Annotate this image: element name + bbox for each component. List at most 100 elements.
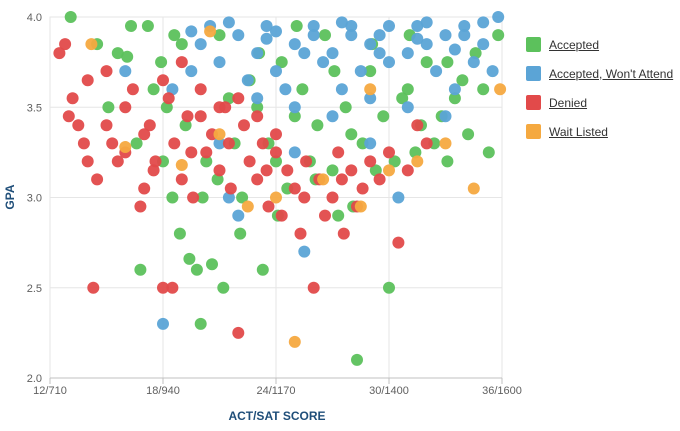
data-point bbox=[288, 146, 301, 159]
data-point bbox=[66, 92, 79, 105]
data-point bbox=[106, 137, 119, 150]
data-point bbox=[270, 65, 282, 78]
data-point bbox=[373, 47, 386, 60]
data-point bbox=[138, 128, 151, 141]
data-point bbox=[270, 146, 282, 159]
data-point bbox=[119, 65, 132, 78]
data-point bbox=[448, 92, 461, 105]
data-point bbox=[175, 38, 188, 51]
legend-swatch bbox=[526, 95, 541, 110]
legend-item[interactable]: Accepted, Won't Attend bbox=[526, 59, 673, 88]
data-point bbox=[326, 191, 339, 204]
data-point bbox=[288, 110, 301, 123]
data-point bbox=[364, 65, 377, 78]
data-point bbox=[194, 38, 207, 51]
data-point bbox=[185, 146, 198, 159]
data-point bbox=[356, 182, 369, 195]
data-point bbox=[241, 200, 254, 213]
data-point bbox=[298, 191, 311, 204]
data-point bbox=[288, 335, 301, 348]
axes: 2.0 2.5 3.0 3.5 4.0 12/710 18/940 24/1170 30/140… bbox=[27, 12, 522, 397]
data-point bbox=[85, 38, 98, 51]
data-point bbox=[251, 173, 264, 186]
data-point bbox=[298, 47, 311, 60]
data-point bbox=[311, 119, 324, 132]
data-point bbox=[296, 83, 309, 96]
data-point bbox=[194, 110, 207, 123]
data-point bbox=[307, 29, 320, 42]
data-point bbox=[275, 209, 288, 222]
data-point bbox=[392, 236, 405, 249]
data-point bbox=[77, 137, 90, 150]
data-point bbox=[456, 74, 469, 87]
data-point bbox=[494, 83, 507, 96]
y-tick-label: 3.0 bbox=[27, 193, 42, 205]
data-point bbox=[335, 16, 348, 29]
data-point bbox=[420, 137, 433, 150]
data-point bbox=[270, 128, 282, 141]
data-point bbox=[81, 74, 94, 87]
data-point bbox=[100, 65, 113, 78]
data-point bbox=[102, 101, 115, 114]
data-point bbox=[134, 200, 147, 213]
data-point bbox=[213, 29, 226, 42]
data-point bbox=[200, 155, 213, 168]
data-point bbox=[439, 137, 452, 150]
data-point bbox=[222, 16, 235, 29]
data-point bbox=[288, 182, 301, 195]
data-point bbox=[213, 56, 226, 69]
x-tick-label: 36/1600 bbox=[482, 385, 522, 397]
data-point bbox=[345, 164, 358, 177]
data-point bbox=[383, 281, 395, 294]
data-point bbox=[411, 20, 424, 32]
data-point bbox=[369, 164, 382, 177]
data-point bbox=[155, 56, 168, 69]
data-point bbox=[119, 141, 132, 153]
data-point bbox=[59, 38, 72, 51]
data-point bbox=[260, 20, 273, 32]
data-point bbox=[275, 56, 288, 69]
y-axis-title: GPA bbox=[3, 184, 17, 209]
data-point bbox=[462, 128, 475, 141]
data-point bbox=[377, 110, 390, 123]
data-point bbox=[482, 146, 495, 159]
data-point bbox=[270, 155, 282, 168]
legend-label: Accepted bbox=[549, 37, 600, 52]
data-point bbox=[222, 137, 235, 150]
data-point bbox=[100, 119, 113, 132]
data-point bbox=[213, 101, 226, 114]
data-point bbox=[411, 32, 424, 45]
data-point bbox=[222, 92, 235, 105]
data-point bbox=[337, 227, 350, 240]
data-point bbox=[458, 29, 471, 42]
data-point bbox=[439, 110, 452, 123]
data-point bbox=[53, 47, 66, 60]
data-point bbox=[401, 83, 414, 96]
data-point bbox=[87, 281, 100, 294]
data-point bbox=[234, 227, 247, 240]
legend-item[interactable]: Wait Listed bbox=[526, 117, 673, 146]
data-point bbox=[211, 173, 224, 186]
data-point bbox=[332, 146, 345, 159]
data-point bbox=[420, 56, 433, 69]
data-point bbox=[420, 38, 433, 51]
legend-item[interactable]: Denied bbox=[526, 88, 673, 117]
legend-item[interactable]: Accepted bbox=[526, 30, 673, 59]
data-point bbox=[441, 155, 454, 168]
data-points bbox=[53, 11, 507, 366]
data-point bbox=[224, 182, 237, 195]
data-point bbox=[477, 83, 490, 96]
data-point bbox=[364, 83, 377, 96]
data-point bbox=[326, 47, 339, 60]
data-point bbox=[185, 65, 198, 78]
data-point bbox=[241, 74, 254, 87]
data-point bbox=[411, 119, 424, 132]
data-point bbox=[328, 65, 341, 78]
data-point bbox=[162, 92, 175, 105]
data-point bbox=[200, 146, 213, 159]
data-point bbox=[111, 47, 124, 60]
data-point bbox=[288, 101, 301, 114]
data-point bbox=[279, 83, 292, 96]
legend-swatch bbox=[526, 66, 541, 81]
data-point bbox=[364, 137, 377, 150]
